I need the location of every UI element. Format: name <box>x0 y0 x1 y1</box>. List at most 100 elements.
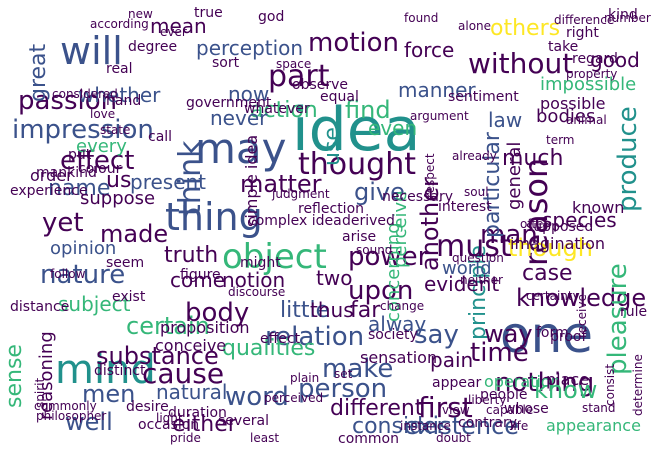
word-pride: pride <box>170 431 201 445</box>
word-determine: determine <box>631 354 645 417</box>
word-commonly: commonly <box>34 399 97 413</box>
word-instance: instance <box>400 419 451 433</box>
word-regard: regard <box>572 51 618 67</box>
word-now: now <box>228 82 270 106</box>
word-case: case <box>522 261 573 286</box>
word-hand: hand <box>106 93 142 109</box>
word-love: love <box>90 107 116 121</box>
word-force: force <box>404 38 455 62</box>
word-yet: yet <box>42 208 84 238</box>
word-proof: proof <box>550 329 587 345</box>
word-present: present <box>130 170 207 194</box>
word-give: give <box>354 178 405 206</box>
word-people: people <box>480 387 528 403</box>
word-imagination: imagination <box>510 234 606 253</box>
word-known: known <box>572 198 625 217</box>
word-supposed: supposed <box>526 219 594 235</box>
word-common: common <box>338 431 399 447</box>
word-property: property <box>566 67 618 81</box>
word-life: life <box>510 419 529 433</box>
word-whether: whether <box>78 83 161 107</box>
word-consider: consider <box>352 414 446 439</box>
word-effect: effect <box>60 146 135 176</box>
word-sort: sort <box>212 55 240 71</box>
word-never: never <box>210 106 268 130</box>
word-upon: upon <box>348 276 414 306</box>
word-thing: thing <box>165 195 263 239</box>
word-sensation: sensation <box>360 348 438 367</box>
word-body: body <box>185 298 250 328</box>
word-take: take <box>548 39 579 55</box>
word-appear: appear <box>432 375 482 391</box>
word-well: well <box>65 408 113 436</box>
word-difference: difference <box>554 13 615 27</box>
word-term: term <box>546 133 575 147</box>
word-truth: truth <box>164 243 219 268</box>
word-might: might <box>240 255 281 271</box>
word-world: world <box>442 258 492 279</box>
word-bodies: bodies <box>536 106 596 127</box>
word-experience: experience <box>10 183 88 199</box>
word-neither: neither <box>460 273 503 287</box>
word-change: change <box>380 299 425 313</box>
word-thought: thought <box>298 147 416 182</box>
word-motion: motion <box>308 28 400 58</box>
word-made: made <box>100 220 169 248</box>
word-use: use <box>320 127 345 167</box>
word-question: question <box>452 251 504 265</box>
word-judgment: judgment <box>272 187 330 201</box>
word-mankind: mankind <box>36 165 97 181</box>
word-manner: manner <box>398 78 476 102</box>
word-sound: sound <box>356 243 393 257</box>
word-space: space <box>276 57 312 71</box>
word-suppose: suppose <box>80 188 156 209</box>
word-man: man <box>480 220 538 250</box>
word-pain: pain <box>430 348 474 372</box>
word-whatever: whatever <box>244 101 310 117</box>
word-make: make <box>322 354 394 384</box>
word-mind: mind <box>55 347 156 393</box>
word-impression: impression <box>12 115 154 145</box>
word-alone: alone <box>458 19 492 33</box>
word-relation: relation <box>265 322 365 352</box>
word-according: according <box>90 17 149 31</box>
word-degree: degree <box>128 39 178 55</box>
word-several: several <box>218 413 270 429</box>
word-respect: respect <box>423 153 437 199</box>
word-plain: plain <box>290 371 320 385</box>
word-seem: seem <box>106 255 145 271</box>
word-part: part <box>268 59 330 94</box>
word-philosopher: philosopher <box>36 409 107 423</box>
word-either: either <box>172 412 237 437</box>
word-much: much <box>502 146 564 171</box>
word-person: person <box>298 374 388 404</box>
word-appearance: appearance <box>546 416 641 435</box>
word-thus: thus <box>310 298 354 322</box>
word-object: object <box>222 237 327 277</box>
word-duration: duration <box>168 405 227 421</box>
word-perceived: perceived <box>264 391 324 405</box>
word-doubt: doubt <box>436 431 471 445</box>
word-god: god <box>258 9 285 25</box>
word-nature: nature <box>40 260 126 290</box>
word-effect: effect <box>260 331 301 347</box>
word-alway: alway <box>368 312 427 336</box>
word-perception: perception <box>196 36 304 60</box>
word-even: even <box>368 116 418 140</box>
word-others: others <box>490 16 561 41</box>
word-natural: natural <box>156 380 228 404</box>
word-real: real <box>106 61 133 77</box>
word-figure: figure <box>180 267 221 283</box>
word-derived: derived <box>342 213 395 229</box>
word-light: light <box>156 411 183 425</box>
word-form: form <box>536 325 569 341</box>
word-knowledge: knowledge <box>516 284 647 312</box>
word-distinct: distinct <box>94 363 146 379</box>
word-word: word <box>225 382 289 412</box>
word-order: order <box>30 166 73 185</box>
word-number: number <box>604 11 651 25</box>
word-qualities: qualities <box>222 336 316 361</box>
word-must: must <box>436 229 512 264</box>
word-new: new <box>128 7 153 21</box>
word-men: men <box>82 380 136 408</box>
